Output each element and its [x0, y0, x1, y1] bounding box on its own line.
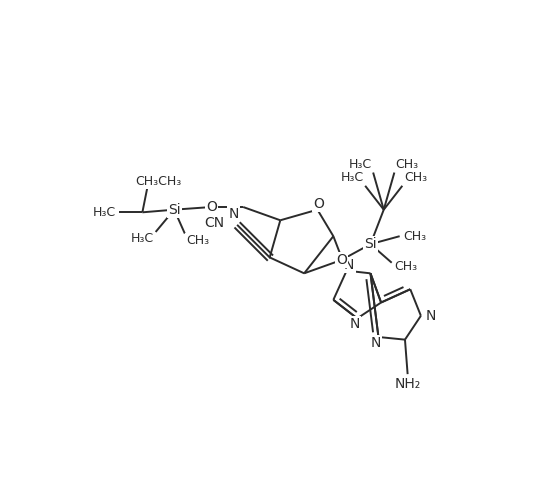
Text: H₃C: H₃C	[349, 158, 372, 171]
Text: H₃C: H₃C	[93, 206, 116, 219]
Text: N: N	[371, 336, 381, 350]
Text: CN: CN	[205, 216, 224, 230]
Text: CH₃: CH₃	[404, 171, 427, 185]
Text: NH₂: NH₂	[394, 377, 421, 391]
Text: CH₃CH₃: CH₃CH₃	[135, 175, 182, 188]
Text: CH₃: CH₃	[394, 260, 417, 273]
Text: Si: Si	[364, 237, 377, 251]
Text: H₃C: H₃C	[340, 171, 364, 185]
Text: N: N	[228, 207, 239, 221]
Text: CH₃: CH₃	[395, 158, 419, 171]
Text: H₃C: H₃C	[131, 232, 154, 245]
Text: CH₃: CH₃	[403, 230, 426, 242]
Text: N: N	[349, 317, 360, 331]
Text: O: O	[313, 198, 324, 212]
Text: Si: Si	[168, 203, 180, 217]
Text: O: O	[336, 253, 346, 267]
Text: N: N	[425, 309, 436, 323]
Text: CH₃: CH₃	[186, 234, 209, 247]
Text: O: O	[206, 200, 217, 214]
Text: N: N	[344, 258, 354, 272]
